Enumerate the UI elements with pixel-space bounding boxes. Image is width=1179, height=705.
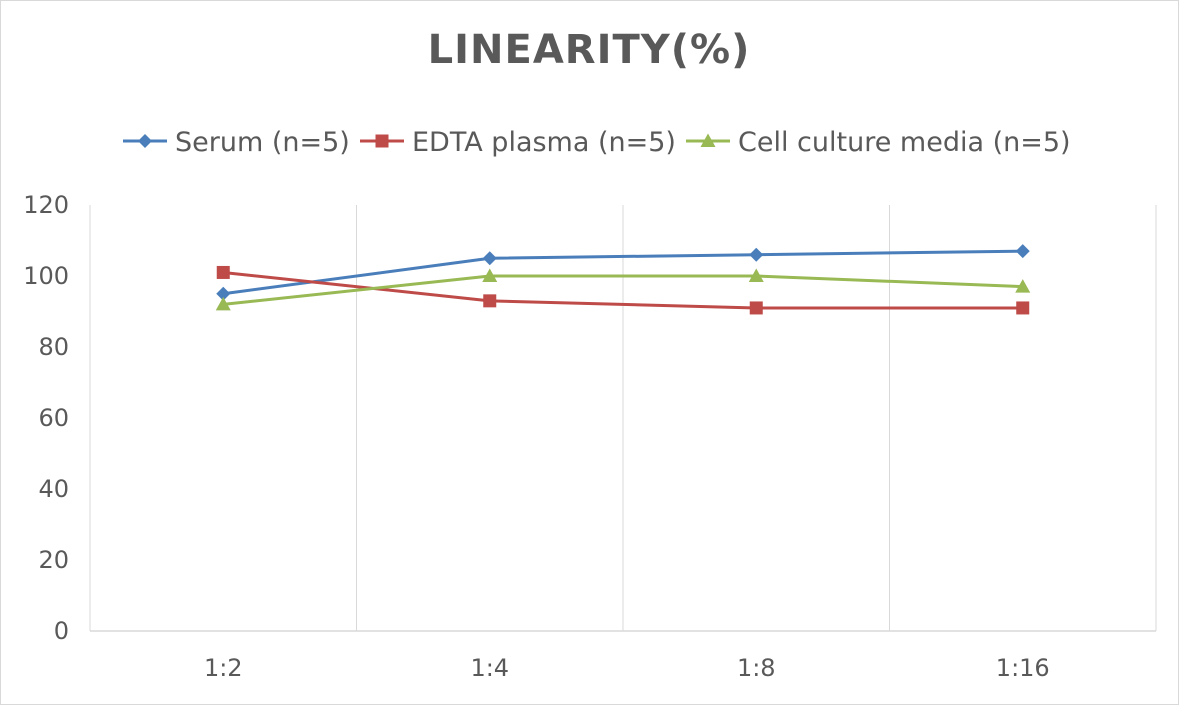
series-layer (215, 244, 1031, 315)
legend-item: Cell culture media (n=5) (686, 127, 1071, 158)
data-point (216, 286, 231, 301)
y-tick-label: 80 (38, 333, 69, 361)
legend-marker (138, 134, 152, 148)
grid (89, 205, 1157, 632)
data-point (1015, 244, 1030, 259)
legend-label: EDTA plasma (n=5) (412, 127, 676, 158)
y-axis-ticks: 0 20 40 60 80 100 120 (23, 191, 69, 645)
legend-label: Cell culture media (n=5) (738, 127, 1071, 158)
series-1 (216, 244, 1030, 301)
x-tick-label: 1:2 (204, 654, 243, 682)
legend: Serum (n=5) EDTA plasma (n=5) Cell culture… (123, 127, 1071, 158)
legend-item: Serum (n=5) (123, 127, 350, 158)
y-tick-label: 40 (38, 475, 69, 503)
x-tick-label: 1:4 (470, 654, 509, 682)
x-axis-ticks: 1:2 1:4 1:8 1:16 (204, 654, 1050, 682)
data-point (748, 268, 764, 282)
series-line (223, 270, 1023, 310)
series-line (223, 249, 1023, 296)
x-tick-label: 1:8 (737, 654, 776, 682)
chart-title: LINEARITY(%) (428, 27, 751, 73)
legend-item: EDTA plasma (n=5) (360, 127, 676, 158)
data-point (483, 294, 497, 308)
data-point (216, 265, 230, 279)
data-point (749, 247, 764, 262)
series-3 (215, 268, 1031, 311)
legend-marker (375, 134, 389, 148)
y-tick-label: 100 (23, 262, 69, 290)
y-tick-label: 120 (23, 191, 69, 219)
legend-label: Serum (n=5) (175, 127, 350, 158)
y-tick-label: 20 (38, 546, 69, 574)
data-point (1016, 301, 1030, 315)
data-point (482, 251, 497, 266)
data-point (749, 301, 763, 315)
series-2 (216, 265, 1030, 315)
legend-marker (700, 133, 716, 147)
y-tick-label: 60 (38, 404, 69, 432)
data-point (215, 296, 231, 311)
data-point (482, 268, 498, 282)
x-tick-label: 1:16 (996, 654, 1050, 682)
data-point (1015, 279, 1031, 293)
y-tick-label: 0 (54, 617, 69, 645)
series-line (223, 274, 1023, 306)
